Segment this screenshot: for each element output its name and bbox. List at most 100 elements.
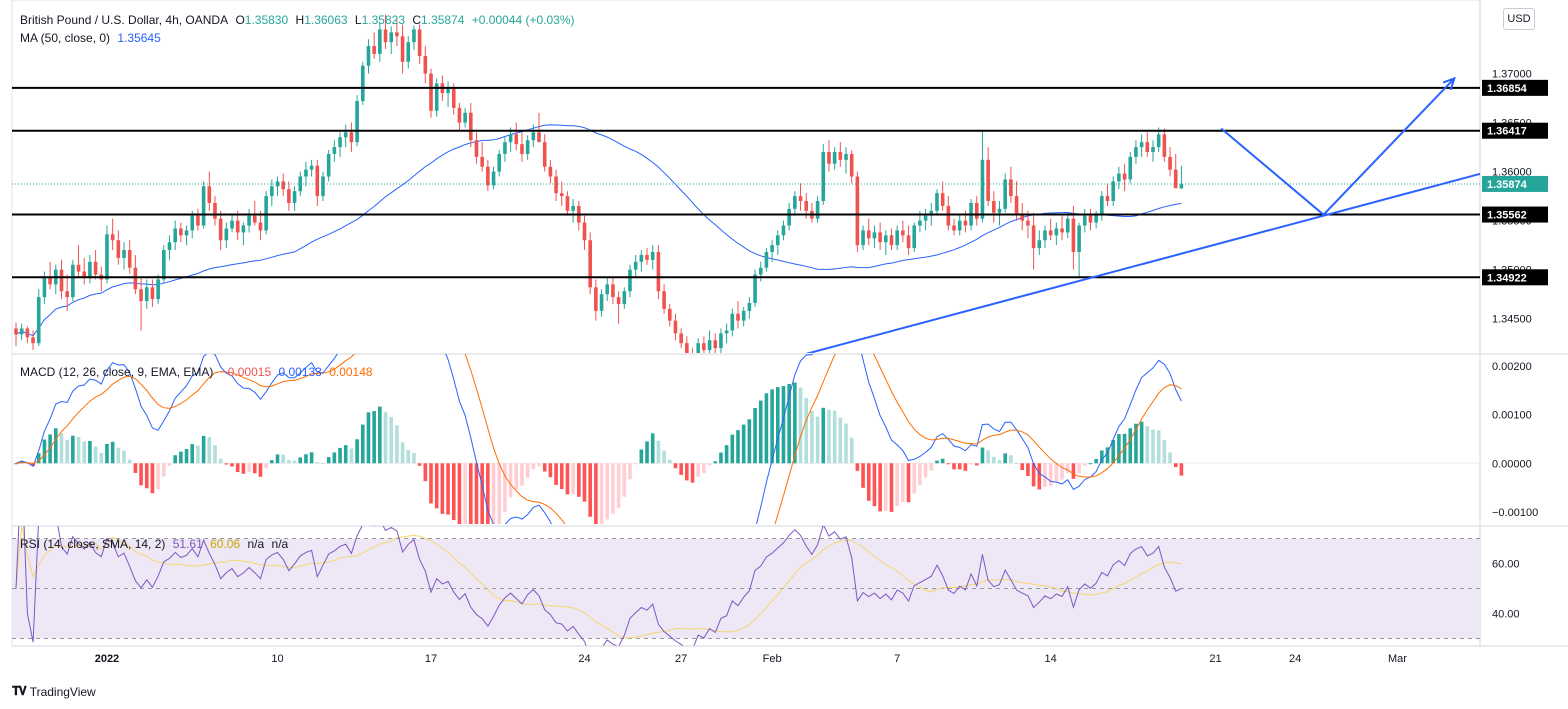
candle[interactable] xyxy=(542,134,547,172)
candle[interactable] xyxy=(872,225,877,249)
candle[interactable] xyxy=(150,279,155,307)
candle[interactable] xyxy=(906,225,911,255)
candle[interactable] xyxy=(667,303,672,327)
candle[interactable] xyxy=(849,150,854,184)
candle[interactable] xyxy=(889,228,894,251)
candle[interactable] xyxy=(321,171,325,202)
level-price-badge[interactable] xyxy=(1482,79,1548,96)
candle[interactable] xyxy=(127,240,132,274)
candle[interactable] xyxy=(844,147,848,174)
candle[interactable] xyxy=(650,245,655,270)
candle[interactable] xyxy=(360,61,365,105)
candle[interactable] xyxy=(230,214,234,233)
level-price-badge[interactable] xyxy=(1482,122,1548,139)
candle[interactable] xyxy=(463,107,467,128)
candle[interactable] xyxy=(884,230,888,255)
candle[interactable] xyxy=(520,132,524,162)
candle[interactable] xyxy=(594,279,598,321)
candle[interactable] xyxy=(1122,163,1127,192)
candle[interactable] xyxy=(713,333,718,354)
candle[interactable] xyxy=(76,245,81,278)
candle[interactable] xyxy=(105,225,109,284)
candle[interactable] xyxy=(974,196,979,226)
candle[interactable] xyxy=(537,112,541,143)
candle[interactable] xyxy=(156,274,160,304)
candle[interactable] xyxy=(1060,215,1064,241)
candle[interactable] xyxy=(691,348,695,363)
candle[interactable] xyxy=(53,264,58,295)
candle[interactable] xyxy=(770,240,774,262)
candle[interactable] xyxy=(798,183,803,211)
candle[interactable] xyxy=(1168,147,1172,177)
candle[interactable] xyxy=(616,291,621,324)
candle[interactable] xyxy=(389,26,394,54)
candle[interactable] xyxy=(349,122,354,152)
candle[interactable] xyxy=(122,242,126,270)
candle[interactable] xyxy=(957,214,962,236)
candle[interactable] xyxy=(116,230,121,265)
candle[interactable] xyxy=(1105,183,1110,206)
candle[interactable] xyxy=(719,328,723,353)
candle[interactable] xyxy=(901,220,905,243)
candle[interactable] xyxy=(429,68,433,118)
candle[interactable] xyxy=(1179,165,1184,190)
macd-histogram[interactable] xyxy=(14,382,1184,546)
candle[interactable] xyxy=(1088,208,1093,231)
candle[interactable] xyxy=(309,159,314,177)
candle[interactable] xyxy=(332,140,337,162)
candle[interactable] xyxy=(201,181,206,229)
brand-footer[interactable]: 𝐓𝐕 TradingView xyxy=(12,684,96,699)
candle[interactable] xyxy=(622,287,627,309)
candle[interactable] xyxy=(264,191,268,235)
candle[interactable] xyxy=(235,210,240,241)
candle[interactable] xyxy=(1162,128,1167,162)
candle[interactable] xyxy=(878,222,882,251)
candle[interactable] xyxy=(571,199,575,223)
candle[interactable] xyxy=(71,259,75,302)
candle[interactable] xyxy=(1065,212,1070,239)
candle[interactable] xyxy=(1094,210,1098,229)
candle[interactable] xyxy=(611,277,615,304)
level-price-badge[interactable] xyxy=(1482,206,1548,223)
last-price-badge[interactable] xyxy=(1482,175,1548,192)
candle[interactable] xyxy=(1111,176,1116,206)
candle[interactable] xyxy=(99,266,104,292)
candle[interactable] xyxy=(685,336,689,360)
candle[interactable] xyxy=(787,202,791,231)
candle[interactable] xyxy=(554,169,558,202)
candle[interactable] xyxy=(48,261,52,290)
candle[interactable] xyxy=(503,137,507,162)
candle[interactable] xyxy=(702,336,706,358)
trendline-group[interactable] xyxy=(0,155,1551,576)
candle[interactable] xyxy=(1003,173,1007,213)
candle[interactable] xyxy=(287,181,291,211)
candle[interactable] xyxy=(173,220,177,251)
candle[interactable] xyxy=(270,179,274,206)
candle[interactable] xyxy=(36,289,41,347)
candle[interactable] xyxy=(707,330,712,355)
currency-button[interactable]: USD xyxy=(1503,8,1535,30)
candle[interactable] xyxy=(82,257,87,285)
price-axis[interactable]: 1.345001.350001.355001.360001.365001.370… xyxy=(12,69,1568,665)
candle[interactable] xyxy=(588,232,592,295)
candle[interactable] xyxy=(224,222,229,249)
candle[interactable] xyxy=(93,250,98,280)
candle[interactable] xyxy=(815,196,820,223)
candle[interactable] xyxy=(196,208,200,231)
candle[interactable] xyxy=(525,135,530,160)
candle[interactable] xyxy=(923,208,928,231)
candle[interactable] xyxy=(821,144,826,205)
candle[interactable] xyxy=(724,323,729,344)
candle[interactable] xyxy=(1043,225,1047,249)
candle[interactable] xyxy=(696,338,700,362)
candle[interactable] xyxy=(275,176,280,197)
candle[interactable] xyxy=(1128,151,1133,184)
candle[interactable] xyxy=(866,218,871,246)
candle[interactable] xyxy=(832,147,837,170)
candle[interactable] xyxy=(497,150,502,177)
candle[interactable] xyxy=(139,277,143,331)
candle[interactable] xyxy=(1031,212,1036,270)
candle[interactable] xyxy=(343,124,348,148)
candle[interactable] xyxy=(673,313,678,341)
